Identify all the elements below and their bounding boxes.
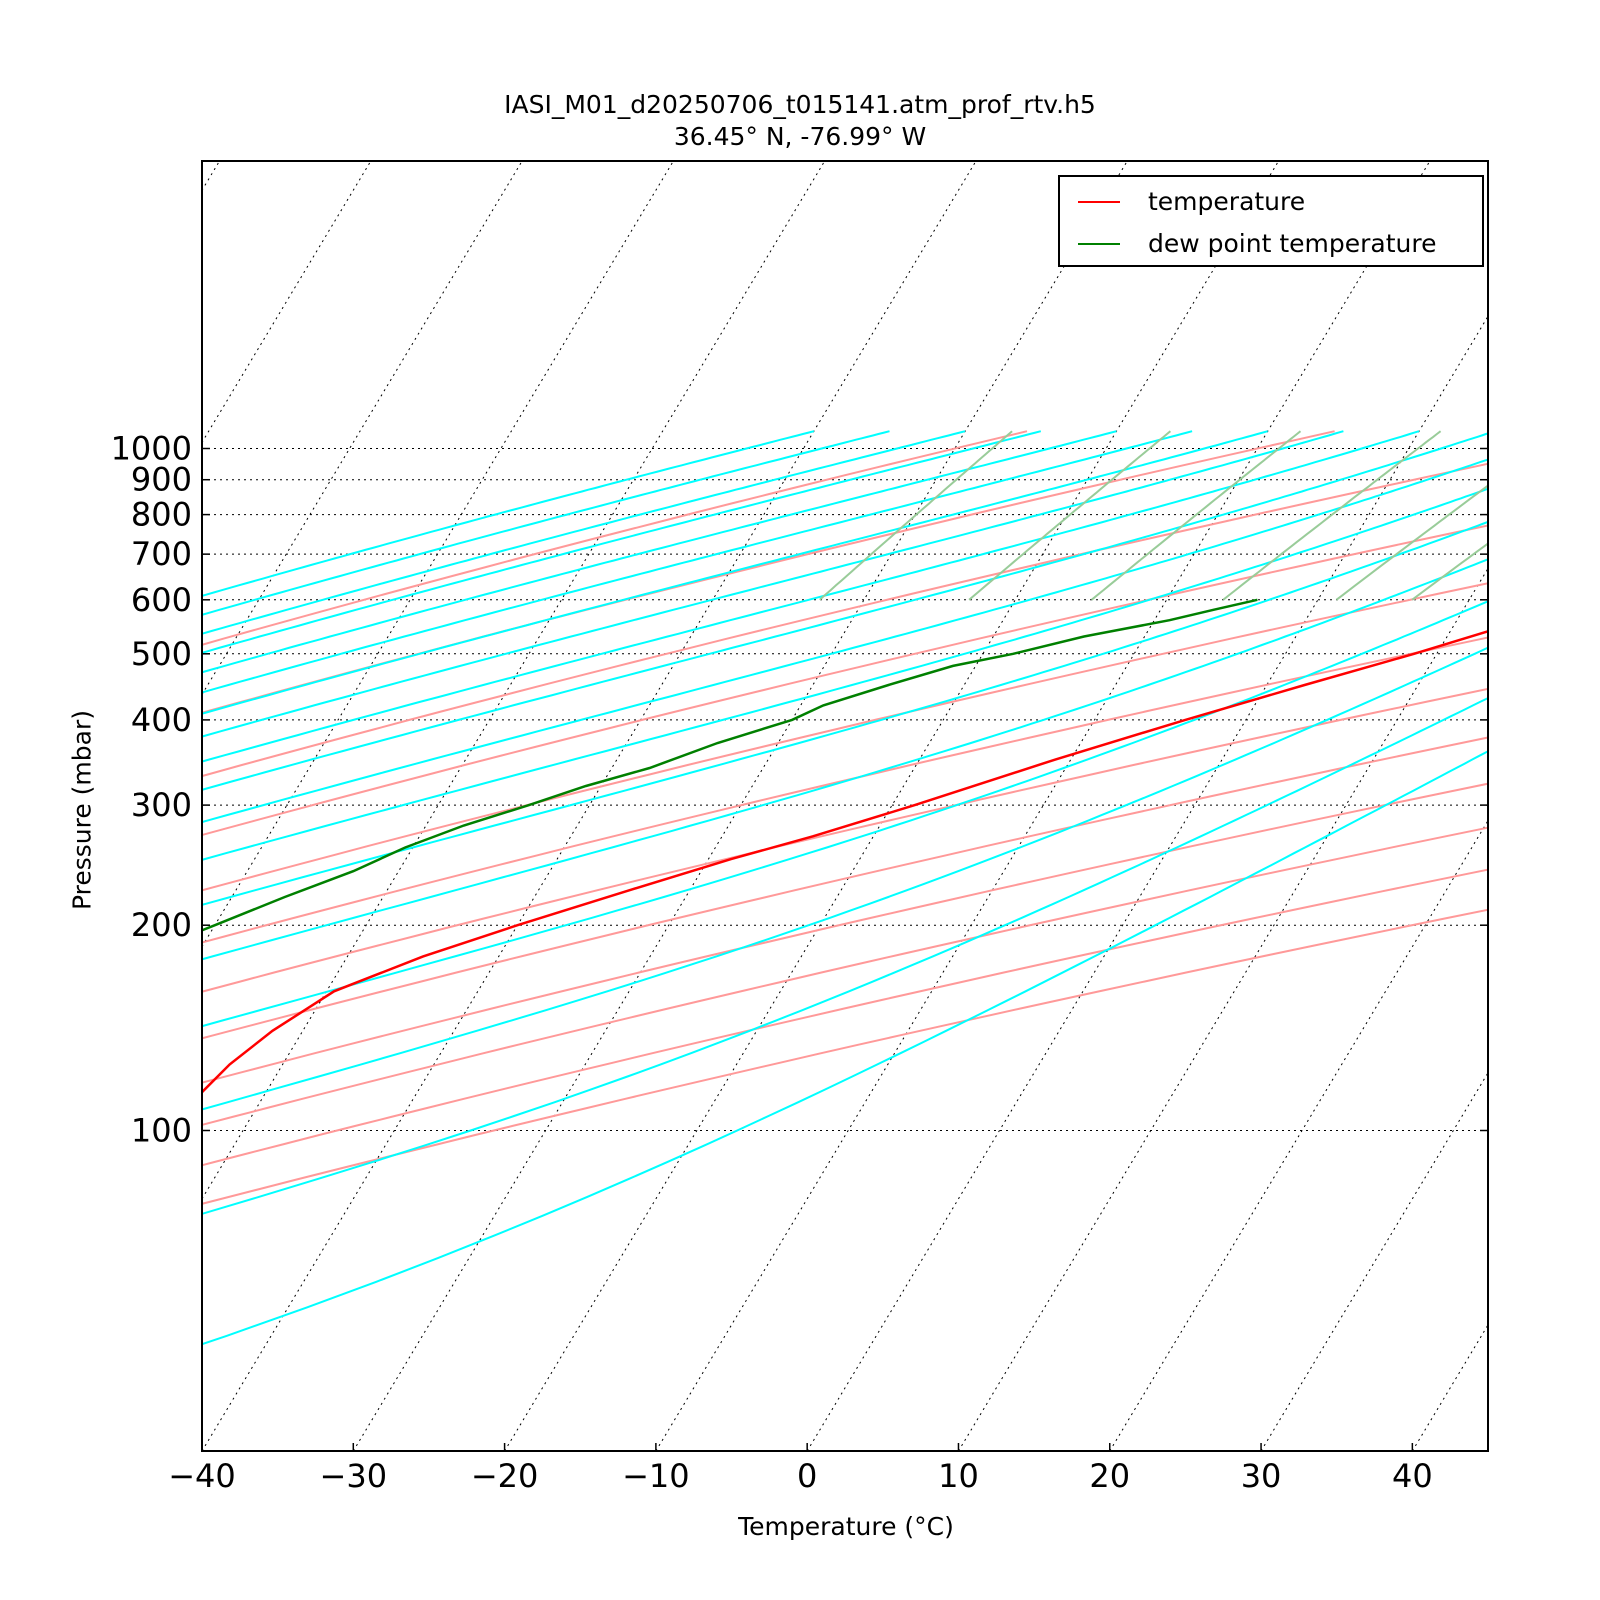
moist-adiabat-line	[202, 558, 1488, 961]
x-tick-label: −40	[168, 1457, 236, 1495]
moist-adiabat-line	[202, 430, 1193, 694]
moist-adiabat-line	[202, 458, 1488, 824]
mixing-ratio-line	[1090, 430, 1302, 601]
isotherm-line	[655, 161, 1431, 1451]
moist-adiabat-line	[202, 430, 1042, 654]
legend-swatch-temperature	[1078, 201, 1120, 203]
x-tick-label: −20	[471, 1457, 539, 1495]
chart-title: IASI_M01_d20250706_t015141.atm_prof_rtv.…	[504, 90, 1096, 119]
dry-adiabat-line	[202, 687, 1488, 993]
profile-series	[202, 598, 1488, 1094]
isotherm-line	[1260, 1071, 1488, 1451]
mixing-ratio-line	[1335, 484, 1488, 601]
temperature-line	[202, 629, 1488, 1094]
y-tick-label: 600	[131, 581, 192, 619]
x-tick-label: 30	[1241, 1457, 1282, 1495]
moist-adiabat-line	[202, 487, 1488, 861]
isobar-grid	[202, 448, 1488, 1131]
moist-adiabat-line	[202, 430, 890, 616]
moist-adiabat-line	[202, 600, 1488, 1028]
dry-adiabat-line	[202, 582, 1488, 892]
x-tick-label: −10	[622, 1457, 690, 1495]
x-tick-label: 10	[938, 1457, 979, 1495]
x-tick-label: 20	[1089, 1457, 1130, 1495]
moist-adiabat-line	[202, 432, 1488, 791]
y-tick-label: 800	[131, 496, 192, 534]
legend-swatch-dewpoint	[1078, 243, 1120, 245]
isotherm-line	[958, 567, 1488, 1451]
mixing-ratio-line	[1222, 430, 1442, 601]
mixing-ratio-line	[819, 430, 1013, 601]
moist-adiabat-line	[202, 520, 1488, 906]
isotherm-line	[1411, 1323, 1488, 1451]
isotherm-line	[806, 315, 1488, 1451]
x-tick-label: 40	[1392, 1457, 1433, 1495]
dewpoint-line	[202, 598, 1258, 932]
isotherm-line	[1109, 819, 1488, 1451]
mixing-ratio-line	[1516, 431, 1600, 600]
legend-label-dewpoint: dew point temperature	[1148, 229, 1437, 258]
moist-adiabat-line	[202, 646, 1488, 1111]
moist-adiabats	[202, 430, 1488, 1346]
isotherm-line	[0, 161, 68, 1451]
y-axis-label: Pressure (mbar)	[67, 709, 97, 911]
mixing-ratio-lines	[819, 430, 1600, 601]
dry-adiabat-line	[202, 636, 1488, 944]
chart-subtitle: 36.45° N, -76.99° W	[673, 122, 927, 151]
y-tick-label: 1000	[111, 430, 192, 468]
isotherm-line	[202, 161, 977, 1451]
dry-adiabat-line	[202, 524, 1488, 837]
moist-adiabat-line	[202, 430, 966, 635]
y-tick-label: 500	[131, 635, 192, 673]
plot-frame	[201, 160, 1489, 1452]
x-tick-label: 0	[797, 1457, 817, 1495]
dry-adiabats	[202, 430, 1488, 1205]
moist-adiabat-line	[202, 430, 1344, 738]
y-tick-label: 300	[131, 786, 192, 824]
moist-adiabat-line	[202, 430, 1420, 763]
axis-ticks	[201, 447, 1488, 1451]
y-tick-label: 100	[131, 1112, 192, 1150]
moist-adiabat-line	[202, 430, 1117, 674]
moist-adiabat-line	[202, 430, 815, 597]
moist-adiabat-line	[202, 696, 1488, 1215]
isotherm-line	[1564, 161, 1600, 1451]
y-tick-label: 400	[131, 701, 192, 739]
x-tick-labels: −40 −30 −20 −10 0 10 20 30 40	[168, 1457, 1432, 1495]
x-tick-label: −30	[320, 1457, 388, 1495]
y-tick-label: 700	[131, 535, 192, 573]
y-tick-label: 200	[131, 906, 192, 944]
legend: temperature dew point temperature	[1058, 175, 1484, 267]
mixing-ratio-line	[1411, 542, 1488, 601]
dry-adiabat-line	[202, 826, 1488, 1126]
dry-adiabat-line	[202, 868, 1488, 1167]
dry-adiabat-line	[202, 430, 1028, 646]
mixing-ratio-line	[968, 430, 1172, 601]
isotherm-grid	[0, 161, 1600, 1451]
dry-adiabat-line	[202, 462, 1488, 778]
dry-adiabat-line	[202, 782, 1488, 1084]
moist-adiabat-line	[202, 750, 1488, 1346]
legend-label-temperature: temperature	[1148, 187, 1306, 216]
moist-adiabat-line	[202, 430, 1268, 715]
x-axis-label: Temperature (°C)	[738, 1512, 954, 1541]
dry-adiabat-line	[202, 736, 1488, 1040]
y-tick-label: 900	[131, 461, 192, 499]
isotherm-line	[202, 161, 674, 948]
